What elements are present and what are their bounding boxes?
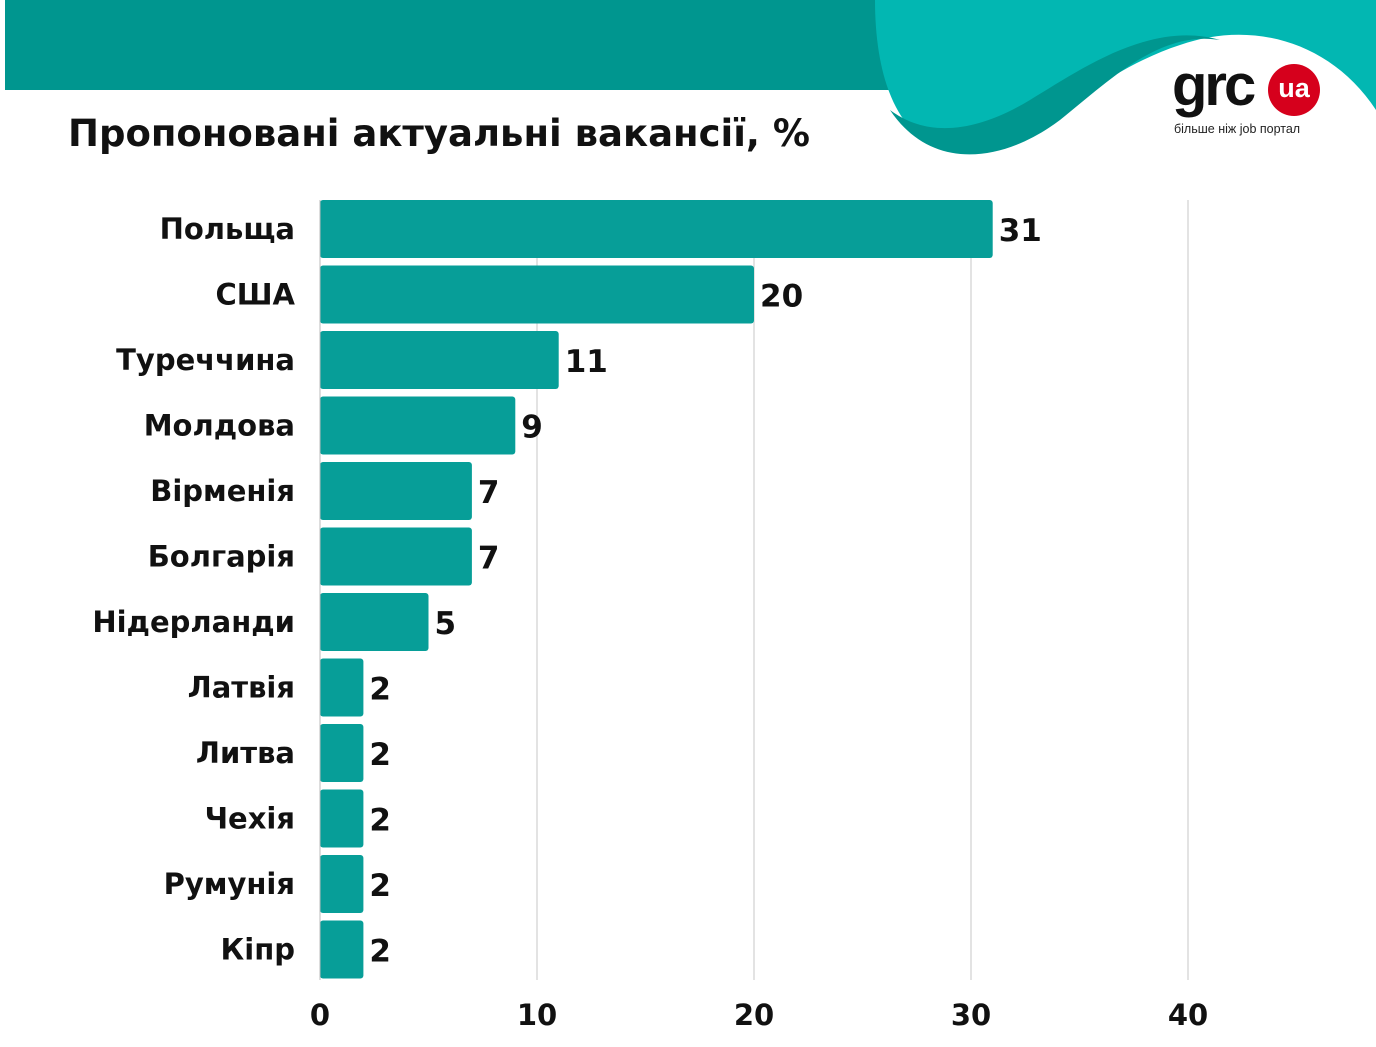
category-label: Молдова xyxy=(144,409,295,443)
data-label: 5 xyxy=(435,606,457,642)
logo-badge: ua xyxy=(1268,64,1320,116)
bar xyxy=(320,855,364,913)
bar xyxy=(320,200,993,258)
category-label: Польща xyxy=(160,212,295,246)
x-tick-label: 0 xyxy=(310,998,330,1032)
data-label: 7 xyxy=(478,475,500,511)
x-tick-label: 30 xyxy=(951,998,991,1032)
bar xyxy=(320,658,364,717)
data-label: 9 xyxy=(521,410,543,446)
category-label: Болгарія xyxy=(148,540,295,574)
x-tick-label: 20 xyxy=(734,998,774,1032)
chart-title: Пропоновані актуальні вакансії, % xyxy=(68,112,810,155)
category-label: Румунія xyxy=(164,867,295,901)
header-decoration xyxy=(5,0,1376,155)
header-wave-dark xyxy=(890,35,1220,155)
category-label: Вірменія xyxy=(150,474,295,508)
category-label: Чехія xyxy=(205,802,295,836)
category-label: Кіпр xyxy=(221,933,295,967)
logo-text: grc xyxy=(1172,53,1256,118)
data-label: 2 xyxy=(369,803,391,839)
bar xyxy=(320,920,364,979)
header-wave-light xyxy=(875,0,1376,150)
x-tick-label: 10 xyxy=(517,998,557,1032)
x-tick-label: 40 xyxy=(1168,998,1208,1032)
category-label: Туреччина xyxy=(116,343,295,377)
bar xyxy=(320,462,472,520)
data-label: 7 xyxy=(478,541,500,577)
category-label: США xyxy=(215,278,295,312)
bar xyxy=(320,396,516,455)
logo-tagline: більше ніж job портал xyxy=(1174,122,1301,136)
data-label: 2 xyxy=(369,868,391,904)
bar xyxy=(320,724,364,782)
header-band xyxy=(5,0,905,90)
data-label: 20 xyxy=(760,279,803,315)
bar xyxy=(320,527,472,586)
bar xyxy=(320,593,429,651)
category-label: Латвія xyxy=(188,671,295,705)
bar xyxy=(320,265,754,324)
data-label: 2 xyxy=(369,672,391,708)
category-label: Нідерланди xyxy=(92,605,295,639)
data-label: 2 xyxy=(369,737,391,773)
data-label: 11 xyxy=(565,344,608,380)
category-label: Литва xyxy=(196,736,295,770)
data-label: 31 xyxy=(999,213,1042,249)
bar xyxy=(320,789,364,848)
data-label: 2 xyxy=(369,934,391,970)
bar xyxy=(320,331,559,389)
